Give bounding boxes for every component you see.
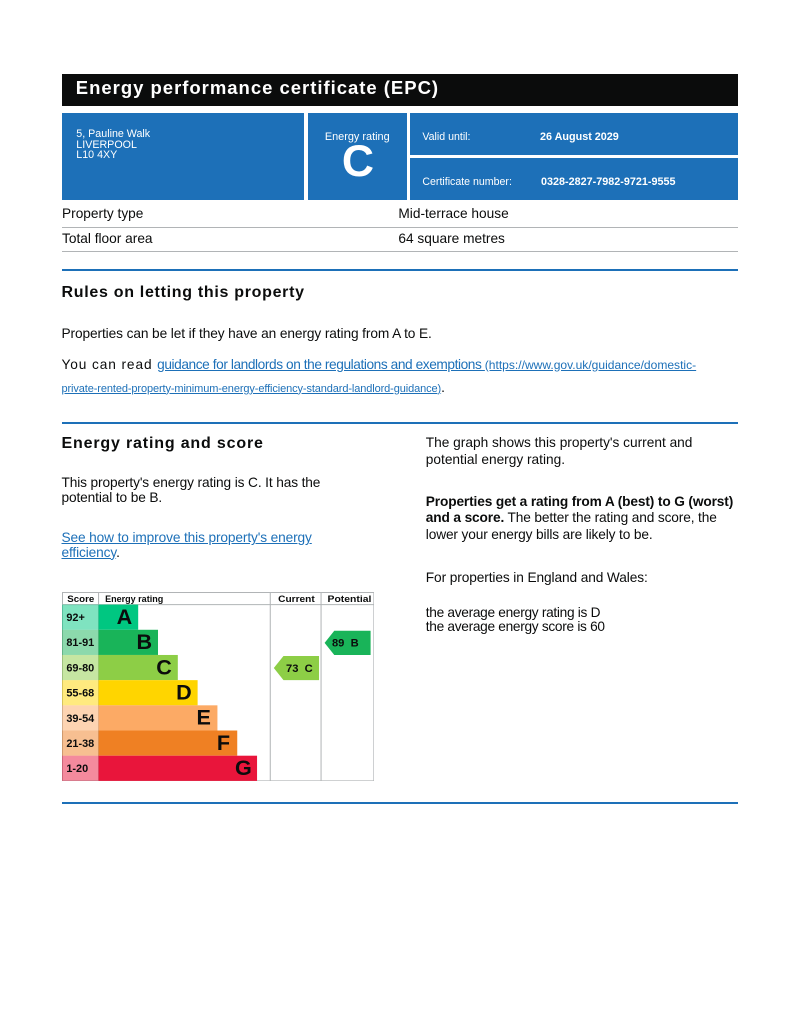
svg-text:89 B: 89 B — [331, 637, 358, 649]
svg-text:Current: Current — [278, 594, 315, 604]
svg-text:Score: Score — [67, 594, 94, 604]
svg-text:39-54: 39-54 — [66, 712, 94, 724]
svg-text:81-91: 81-91 — [66, 637, 94, 649]
svg-text:F: F — [216, 731, 229, 755]
svg-text:1-20: 1-20 — [66, 763, 88, 775]
svg-text:69-80: 69-80 — [66, 662, 94, 674]
svg-text:92+: 92+ — [66, 612, 84, 624]
svg-text:Energy rating: Energy rating — [105, 594, 163, 604]
svg-text:D: D — [176, 680, 192, 704]
svg-text:E: E — [196, 705, 210, 729]
svg-text:Potential: Potential — [327, 594, 371, 604]
svg-text:B: B — [136, 630, 152, 654]
svg-text:C: C — [156, 655, 172, 679]
svg-text:G: G — [234, 756, 251, 780]
svg-text:A: A — [116, 605, 132, 629]
svg-text:55-68: 55-68 — [66, 687, 94, 699]
svg-text:21-38: 21-38 — [66, 738, 94, 750]
svg-text:73 C: 73 C — [286, 663, 313, 675]
